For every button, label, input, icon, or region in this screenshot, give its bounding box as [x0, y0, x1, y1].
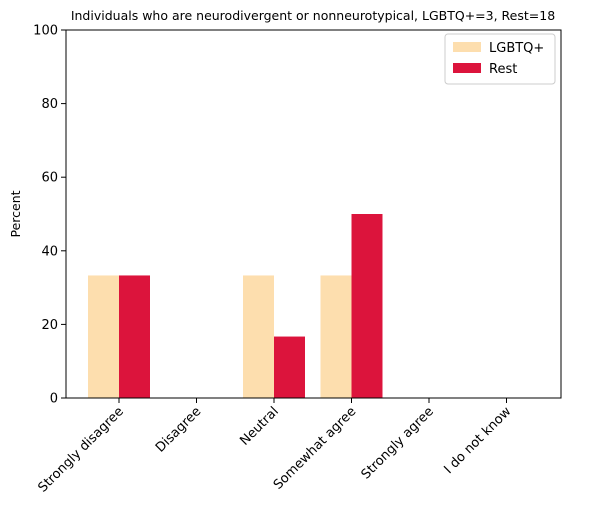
y-tick-label: 20	[41, 318, 58, 333]
bar-rest-3	[351, 214, 383, 398]
legend-label: Rest	[489, 62, 517, 77]
y-tick-label: 80	[41, 97, 58, 112]
bars-group	[88, 214, 383, 398]
bar-lgbtq-0	[88, 275, 119, 398]
x-tick-label: Somewhat agree	[271, 404, 360, 493]
x-tick-label: Neutral	[237, 404, 282, 449]
bar-lgbtq-3	[320, 275, 352, 398]
x-tick-label: Strongly agree	[359, 404, 437, 482]
y-tick-label: 60	[41, 171, 58, 186]
y-axis: 0 20 40 60 80 100	[33, 24, 66, 407]
chart-title: Individuals who are neurodivergent or no…	[71, 8, 555, 23]
x-axis: Strongly disagree Disagree NeutralSomewhat…	[35, 398, 515, 496]
legend-swatch	[453, 63, 481, 73]
plot-frame	[65, 29, 562, 399]
legend: LGBTQ+ Rest	[444, 33, 556, 85]
legend-swatch	[453, 42, 481, 52]
bar-lgbtq-2	[243, 275, 274, 398]
x-tick-label: Strongly disagree	[35, 404, 126, 495]
bar-rest-0	[119, 275, 150, 398]
legend-label: LGBTQ+	[489, 41, 544, 56]
x-tick-label: I do not know	[441, 404, 514, 477]
bar-rest-2	[274, 336, 305, 398]
x-tick-label: Disagree	[153, 404, 204, 455]
y-tick-label: 100	[33, 24, 58, 39]
y-tick-label: 40	[41, 244, 58, 259]
y-axis-label: Percent	[8, 190, 23, 237]
y-tick-label: 0	[50, 392, 58, 407]
